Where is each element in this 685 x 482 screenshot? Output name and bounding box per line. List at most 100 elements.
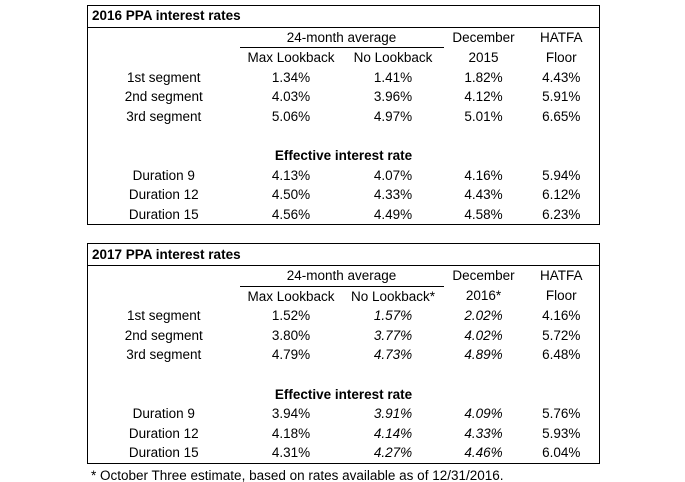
rate-value-estimate: 4.14%	[373, 425, 413, 441]
table-row: Duration 12 4.18% 4.14% 4.33% 5.93%	[88, 424, 600, 444]
header-spacer	[88, 265, 240, 286]
section-header-row: Effective interest rate	[88, 146, 600, 166]
table-title: 2016 PPA interest rates	[87, 5, 600, 28]
column-header-max-lookback: Max Lookback	[247, 288, 335, 304]
rate-value: 4.79%	[271, 347, 311, 363]
row-label: 2nd segment	[124, 327, 203, 343]
rate-value: 6.48%	[542, 347, 581, 363]
row-label: 1st segment	[126, 69, 201, 85]
rate-value: 3.80%	[271, 327, 311, 343]
rate-value: 1.41%	[373, 69, 413, 85]
rate-value: 5.72%	[542, 327, 581, 343]
rate-value-estimate: 3.77%	[373, 327, 413, 343]
column-group-header: 24-month average	[239, 265, 444, 287]
rate-value: 4.33%	[373, 187, 413, 203]
table-title-row: 2017 PPA interest rates	[87, 243, 600, 266]
rate-value: 4.43%	[464, 187, 503, 203]
rate-value: 1.34%	[271, 69, 311, 85]
table-row: Duration 12 4.50% 4.33% 4.43% 6.12%	[88, 185, 600, 205]
rate-value: 5.93%	[542, 425, 581, 441]
section-label: Effective interest rate	[274, 148, 413, 164]
column-header-no-lookback: No Lookback*	[350, 288, 436, 304]
rate-value: 4.97%	[373, 108, 413, 124]
rate-value-estimate: 4.73%	[373, 347, 413, 363]
row-label: Duration 9	[132, 167, 195, 183]
rate-value: 3.94%	[271, 406, 311, 422]
header-spacer	[88, 48, 240, 68]
header-spacer	[88, 27, 240, 48]
table-title-row: 2016 PPA interest rates	[87, 5, 600, 28]
rate-value: 4.31%	[271, 445, 311, 461]
row-label: 1st segment	[126, 308, 201, 324]
table-row: 1st segment 1.52% 1.57% 2.02% 4.16%	[88, 306, 600, 326]
rate-value: 4.56%	[271, 206, 311, 222]
rate-value: 4.03%	[271, 89, 311, 105]
rate-value-estimate: 4.27%	[373, 445, 413, 461]
table-row: Duration 15 4.56% 4.49% 4.58% 6.23%	[88, 205, 600, 225]
rate-value: 4.18%	[271, 425, 311, 441]
rate-value: 4.16%	[464, 167, 503, 183]
rate-value: 4.13%	[271, 167, 311, 183]
column-header-max-lookback: Max Lookback	[247, 50, 335, 66]
section-label: Effective interest rate	[274, 386, 413, 402]
rate-value: 4.49%	[373, 206, 413, 222]
rate-value: 4.43%	[542, 69, 581, 85]
rate-value-estimate: 3.91%	[373, 406, 413, 422]
section-header-row: Effective interest rate	[88, 385, 600, 405]
table-row: 2nd segment 4.03% 3.96% 4.12% 5.91%	[88, 87, 600, 107]
rate-value-estimate: 2.02%	[464, 308, 503, 324]
column-group-header-row: 24-month average December HATFA	[88, 27, 600, 49]
rate-value: 3.96%	[373, 89, 413, 105]
rate-value: 5.94%	[542, 167, 581, 183]
rate-value: 1.82%	[464, 69, 503, 85]
table-row: Duration 15 4.31% 4.27% 4.46% 6.04%	[88, 443, 600, 463]
row-label: Duration 15	[128, 206, 199, 222]
row-label: Duration 12	[128, 425, 199, 441]
rate-value: 5.01%	[464, 108, 503, 124]
rate-value: 4.12%	[464, 89, 503, 105]
column-header-row: Max Lookback No Lookback 2015 Floor	[88, 48, 600, 68]
rate-value: 4.16%	[542, 308, 581, 324]
table-row: Duration 9 3.94% 3.91% 4.09% 5.76%	[88, 404, 600, 424]
spacer-row	[88, 126, 600, 146]
ppa-rates-table-2017: 2017 PPA interest rates 24-month average…	[87, 243, 600, 464]
column-header-december-year: 2016*	[465, 288, 502, 304]
table-row: 1st segment 1.34% 1.41% 1.82% 4.43%	[88, 68, 600, 88]
column-header-december: December	[452, 268, 515, 284]
table-row: Duration 9 4.13% 4.07% 4.16% 5.94%	[88, 166, 600, 186]
header-spacer	[88, 286, 240, 306]
spacer-cell	[88, 365, 600, 385]
column-group-header-row: 24-month average December HATFA	[88, 265, 600, 287]
rate-value: 6.12%	[542, 187, 581, 203]
rate-value: 6.23%	[542, 206, 581, 222]
rate-value-estimate: 4.09%	[464, 406, 503, 422]
column-group-header: 24-month average	[239, 27, 444, 49]
table-gap	[87, 225, 685, 243]
table-row: 3rd segment 4.79% 4.73% 4.89% 6.48%	[88, 345, 600, 365]
column-header-floor: Floor	[545, 288, 577, 304]
row-label: 2nd segment	[124, 89, 203, 105]
rate-value: 4.07%	[373, 167, 413, 183]
rate-value-estimate: 4.02%	[464, 327, 503, 343]
rate-value: 1.52%	[271, 308, 311, 324]
spacer-row	[88, 365, 600, 385]
column-header-row: Max Lookback No Lookback* 2016* Floor	[88, 286, 600, 306]
rate-value: 5.76%	[542, 406, 581, 422]
rate-value-estimate: 4.89%	[464, 347, 503, 363]
rate-value: 4.58%	[464, 206, 503, 222]
rate-value: 5.91%	[542, 89, 581, 105]
column-header-december-year: 2015	[468, 49, 499, 65]
rate-value-estimate: 1.57%	[373, 308, 413, 324]
spacer-cell	[88, 126, 600, 146]
rate-value: 5.06%	[271, 108, 311, 124]
column-header-floor: Floor	[545, 49, 577, 65]
table-row: 2nd segment 3.80% 3.77% 4.02% 5.72%	[88, 326, 600, 346]
table-title: 2017 PPA interest rates	[87, 243, 600, 266]
column-header-december: December	[452, 29, 515, 45]
footnote: * October Three estimate, based on rates…	[91, 467, 504, 482]
column-header-hatfa: HATFA	[539, 268, 583, 284]
column-header-hatfa: HATFA	[539, 29, 583, 45]
rate-value-estimate: 4.33%	[464, 425, 503, 441]
ppa-rates-table-2016: 2016 PPA interest rates 24-month average…	[87, 5, 600, 226]
